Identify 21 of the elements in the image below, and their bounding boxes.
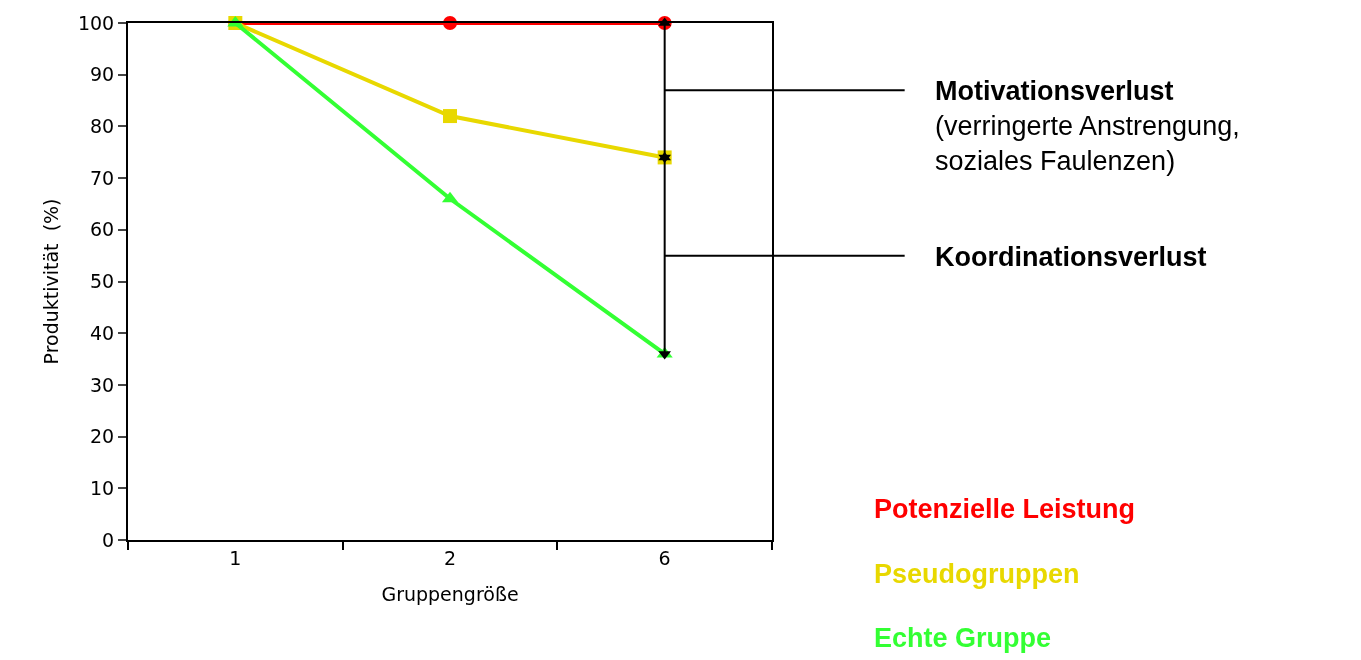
y-tick-label: 70 bbox=[90, 166, 115, 189]
y-tick-label: 50 bbox=[90, 270, 115, 293]
x-tick-label: 1 bbox=[229, 546, 242, 569]
y-tick-label: 20 bbox=[90, 425, 115, 448]
y-tick-label: 90 bbox=[90, 63, 115, 86]
text: Echte Gruppe bbox=[874, 623, 1052, 653]
y-tick-label: 100 bbox=[77, 11, 115, 34]
text: Potenzielle Leistung bbox=[874, 494, 1136, 524]
x-tick-label: 6 bbox=[658, 546, 671, 569]
y-tick-label: 30 bbox=[90, 373, 115, 396]
y-axis-title: Produktivität (%) bbox=[40, 198, 63, 365]
annotation: Koordinationsverlust bbox=[935, 242, 1207, 272]
y-tick-label: 10 bbox=[90, 476, 115, 499]
annotation: Motivationsverlust (verringerte Anstrengung, soziales Faulenzen) bbox=[935, 76, 1240, 177]
y-tick-label: 80 bbox=[90, 115, 115, 138]
x-tick-label: 2 bbox=[443, 546, 457, 569]
text: Pseudogruppen bbox=[874, 559, 1080, 589]
y-tick-label: 60 bbox=[90, 218, 115, 241]
y-tick-label: 0 bbox=[102, 528, 115, 551]
x-axis-title: Gruppengröße bbox=[381, 583, 519, 606]
y-tick-label: 40 bbox=[90, 321, 115, 344]
